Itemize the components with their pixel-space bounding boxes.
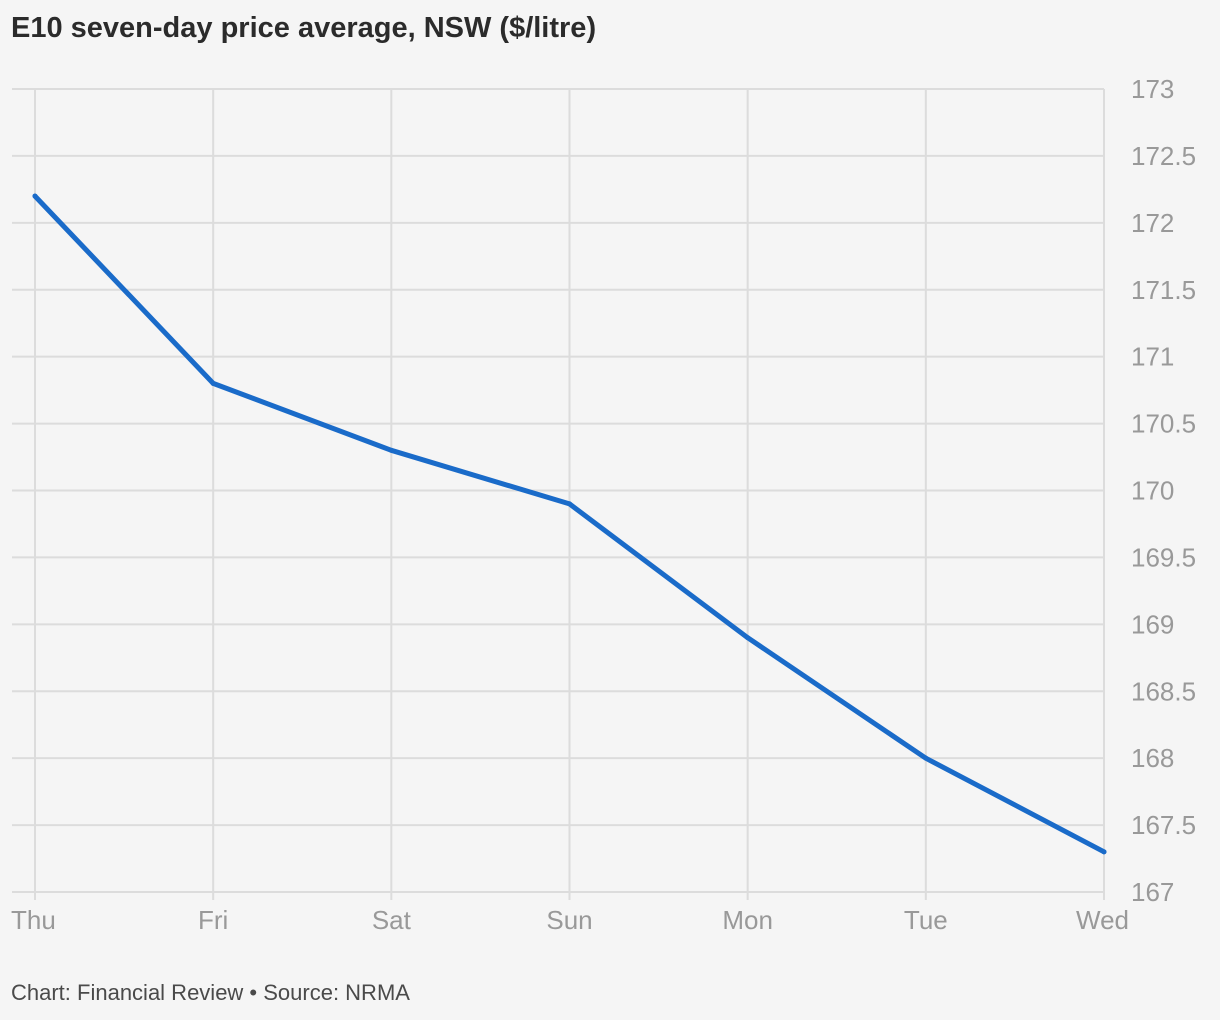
data-point xyxy=(745,635,751,641)
y-tick-label: 171.5 xyxy=(1131,275,1196,305)
y-tick-label: 168.5 xyxy=(1131,676,1196,706)
x-tick-label: Fri xyxy=(198,905,228,935)
y-tick-label: 167.5 xyxy=(1131,810,1196,840)
x-tick-label: Wed xyxy=(1076,905,1129,935)
x-tick-label: Thu xyxy=(11,905,56,935)
y-tick-label: 168 xyxy=(1131,743,1174,773)
data-point xyxy=(388,447,394,453)
series-layer xyxy=(32,193,1107,855)
y-tick-label: 167 xyxy=(1131,877,1174,907)
y-axis-ticks: 167 167.5 168 168.5 169 169.5 170 170.5 171 171.5… xyxy=(1131,74,1196,907)
y-tick-label: 172.5 xyxy=(1131,141,1196,171)
data-point xyxy=(923,755,929,761)
data-point xyxy=(32,193,38,199)
data-point xyxy=(1101,849,1107,855)
x-tick-label: Tue xyxy=(904,905,948,935)
data-point xyxy=(210,380,216,386)
y-tick-label: 169.5 xyxy=(1131,542,1196,572)
y-tick-label: 170 xyxy=(1131,476,1174,506)
x-tick-label: Mon xyxy=(722,905,773,935)
chart-title: E10 seven-day price average, NSW ($/litr… xyxy=(11,12,597,44)
y-tick-label: 172 xyxy=(1131,208,1174,238)
x-tick-label: Sun xyxy=(546,905,592,935)
x-axis-ticks: Thu Fri Sat Sun Mon Tue Wed xyxy=(11,905,1129,935)
y-tick-label: 171 xyxy=(1131,342,1174,372)
chart-source-note: Chart: Financial Review • Source: NRMA xyxy=(11,980,410,1005)
data-point xyxy=(567,501,572,507)
grid-lines xyxy=(12,88,1105,900)
y-tick-label: 169 xyxy=(1131,609,1174,639)
y-tick-label: 173 xyxy=(1131,74,1174,104)
y-tick-label: 170.5 xyxy=(1131,409,1196,439)
x-tick-label: Sat xyxy=(372,905,412,935)
